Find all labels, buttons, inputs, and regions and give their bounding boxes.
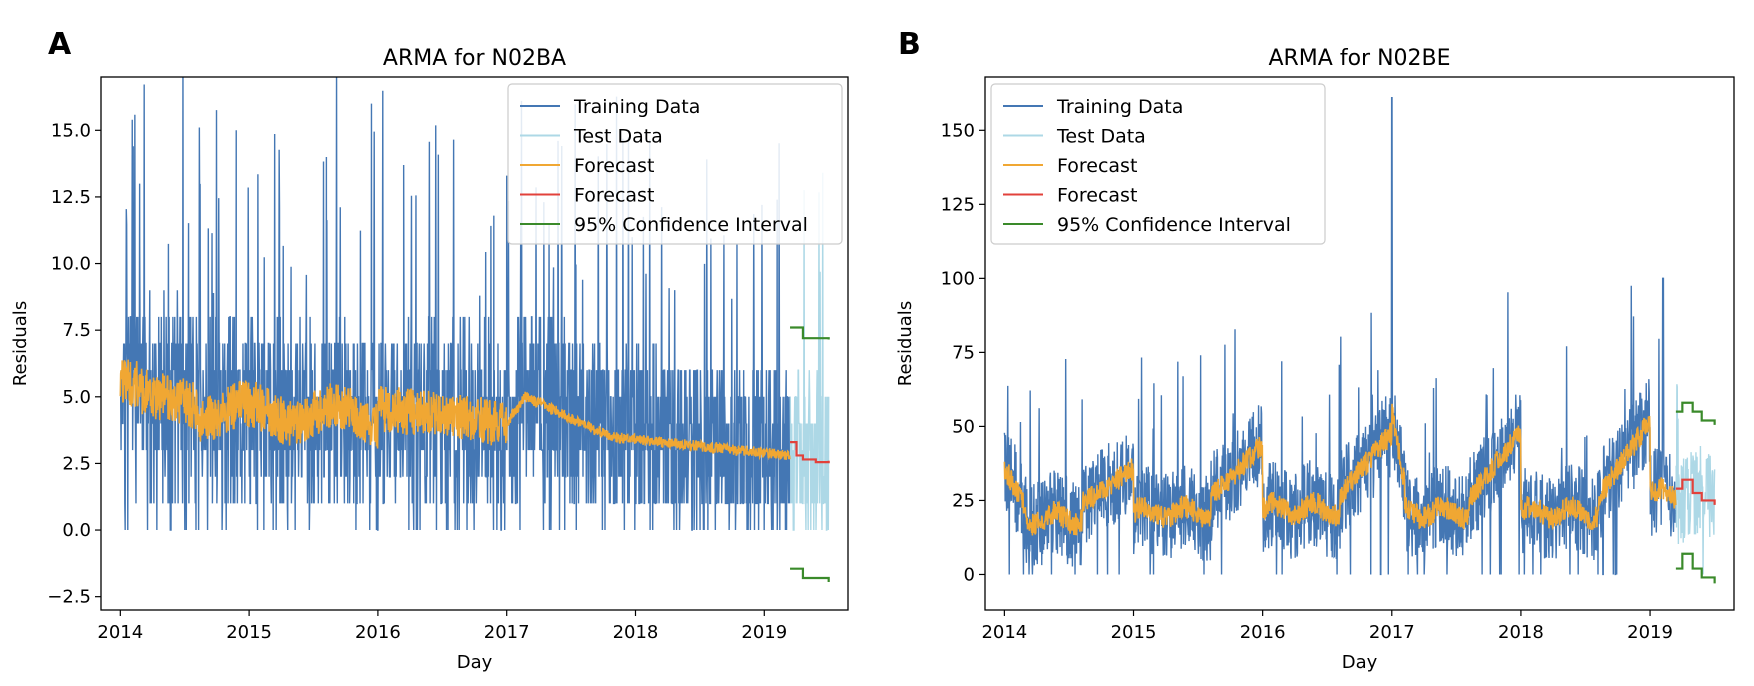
legend-label: Forecast: [1057, 185, 1137, 207]
legend-label: 95% Confidence Interval: [574, 214, 808, 236]
y-tick-label: 7.5: [62, 320, 91, 341]
legend-label: Training Data: [573, 96, 700, 118]
y-tick-label: 75: [952, 342, 975, 363]
x-tick-label: 2017: [484, 622, 530, 643]
y-tick-label: 0.0: [62, 520, 91, 541]
y-tick-label: 150: [941, 120, 975, 141]
legend-label: Forecast: [574, 185, 654, 207]
chart-panel-n02ba: 2014 2015 2016 2017 2018 2019 −2.5 0.0 2.5 5.0 7.5…: [10, 46, 848, 673]
legend: Training Data Test Data Forecast Forecast 95…: [991, 84, 1325, 244]
x-axis-label: Day: [1342, 652, 1378, 673]
legend-label: Test Data: [1056, 126, 1146, 148]
legend-label: Forecast: [1057, 155, 1137, 177]
x-tick-label: 2019: [1627, 622, 1673, 643]
x-tick-label: 2016: [355, 622, 401, 643]
x-tick-label: 2015: [226, 622, 272, 643]
panel-letter-a: A: [48, 27, 72, 62]
legend-label: Test Data: [573, 126, 663, 148]
x-tick-label: 2018: [1498, 622, 1544, 643]
chart-title: ARMA for N02BA: [383, 46, 566, 71]
x-tick-label: 2016: [1240, 622, 1286, 643]
legend: Training Data Test Data Forecast Forecast 95…: [508, 84, 842, 244]
y-tick-label: 100: [941, 268, 975, 289]
x-tick-label: 2015: [1111, 622, 1157, 643]
series-confidence-lower: [790, 569, 829, 582]
y-axis-label: Residuals: [10, 301, 31, 386]
x-tick-label: 2018: [613, 622, 659, 643]
y-tick-label: 15.0: [51, 120, 91, 141]
panel-letter-b: B: [898, 27, 921, 62]
x-tick-label: 2019: [741, 622, 787, 643]
legend-label: Training Data: [1056, 96, 1183, 118]
chart-title: ARMA for N02BE: [1268, 46, 1450, 71]
x-tick-label: 2017: [1369, 622, 1415, 643]
y-tick-label: 125: [941, 194, 975, 215]
series-confidence-lower: [1676, 554, 1715, 584]
y-tick-label: 0: [964, 564, 975, 585]
y-axis-label: Residuals: [895, 301, 916, 386]
x-axis-label: Day: [457, 652, 493, 673]
x-tick-label: 2014: [981, 622, 1027, 643]
legend-label: Forecast: [574, 155, 654, 177]
y-tick-label: 10.0: [51, 254, 91, 275]
y-tick-label: 12.5: [51, 187, 91, 208]
y-tick-label: 50: [952, 416, 975, 437]
y-tick-label: 25: [952, 490, 975, 511]
series-confidence-upper: [1676, 403, 1715, 425]
y-tick-label: 5.0: [62, 387, 91, 408]
legend-label: 95% Confidence Interval: [1057, 214, 1291, 236]
x-tick-label: 2014: [97, 622, 143, 643]
chart-panel-n02be: 2014 2015 2016 2017 2018 2019 0 25 50 75 100 125 150…: [895, 46, 1734, 673]
y-tick-label: 2.5: [62, 453, 91, 474]
y-tick-label: −2.5: [47, 587, 91, 608]
